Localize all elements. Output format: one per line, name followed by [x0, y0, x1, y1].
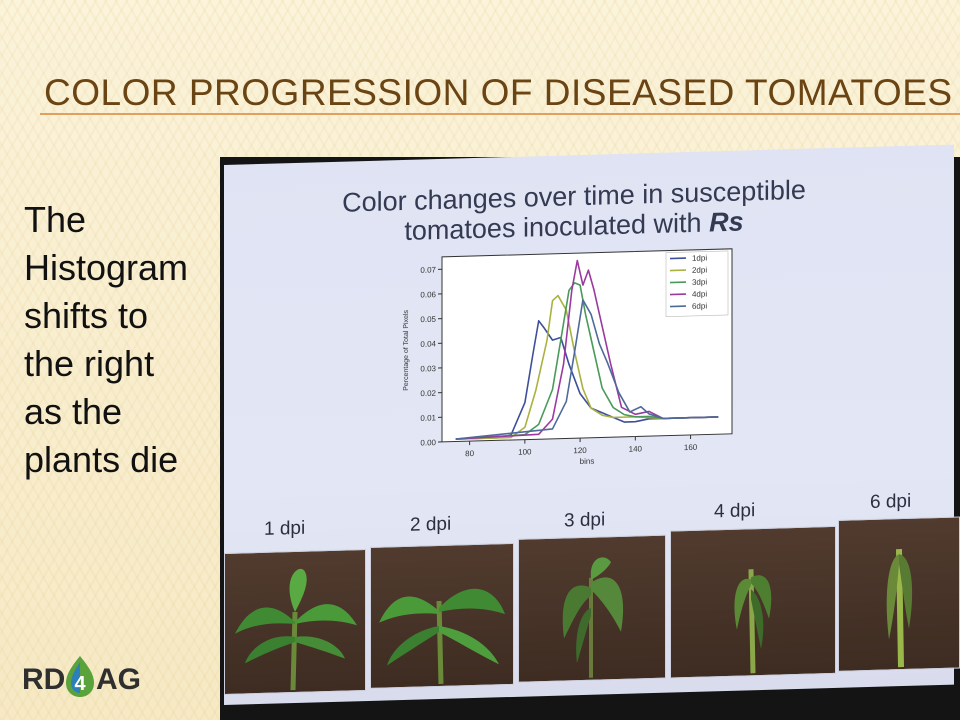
dpi-label: 3 dpi — [564, 509, 606, 532]
legend-label: 6dpi — [692, 302, 707, 311]
projector-photo: Color changes over time in susceptible t… — [220, 144, 960, 720]
legend-label: 3dpi — [692, 278, 707, 287]
logo-text-right: AG — [96, 663, 141, 696]
y-tick-label: 0.04 — [420, 339, 436, 348]
screen-title-italic: Rs — [709, 206, 744, 238]
body-line: Histogram — [24, 247, 189, 288]
x-tick-label: 100 — [518, 447, 532, 456]
body-line: The — [24, 199, 87, 240]
body-line: shifts to — [24, 295, 149, 336]
plant-photo-4dpi — [670, 525, 836, 679]
x-tick-label: 120 — [573, 446, 587, 455]
plant-photo-1dpi — [224, 549, 366, 695]
y-tick-label: 0.07 — [420, 265, 436, 274]
y-axis-label: Percentage of Total Pixels — [403, 309, 410, 390]
x-tick-label: 140 — [629, 444, 643, 453]
histogram-chart: 80 100 120 140 160 0.00 0.01 0.02 0.03 0.04 0.05 0.… — [403, 248, 733, 466]
series-line-1dpi — [455, 320, 719, 440]
y-tick-label: 0.02 — [420, 389, 436, 398]
series-line-6dpi — [455, 299, 719, 440]
y-tick-label: 0.03 — [420, 364, 436, 373]
dpi-label: 4 dpi — [714, 500, 756, 523]
slide-title: COLOR PROGRESSION OF DISEASED TOMATOES — [44, 72, 953, 113]
x-tick-label: 160 — [684, 443, 698, 452]
dpi-label: 1 dpi — [264, 517, 306, 540]
plant-photo-3dpi — [518, 534, 666, 683]
y-tick-label: 0.00 — [420, 438, 436, 447]
projected-screen: Color changes over time in susceptible t… — [224, 144, 960, 705]
y-tick-label: 0.05 — [420, 315, 436, 324]
series-line-3dpi — [455, 282, 719, 440]
body-line: the right — [24, 343, 155, 384]
plant-photo-6dpi — [838, 516, 960, 672]
legend-box — [665, 250, 729, 317]
series-line-4dpi — [455, 259, 719, 440]
body-text: The Histogram shifts to the right as the… — [24, 196, 220, 484]
x-tick-label: 80 — [465, 449, 474, 458]
plot-area — [441, 248, 733, 443]
dpi-labels: 1 dpi 2 dpi 3 dpi 4 dpi 6 dpi — [224, 145, 954, 540]
dpi-label: 2 dpi — [410, 513, 452, 536]
title-divider — [40, 113, 960, 115]
y-tick-label: 0.06 — [420, 290, 436, 299]
body-line: as the — [24, 391, 123, 432]
logo-glyph: 4 — [74, 673, 86, 695]
logo-text-left: RD — [22, 663, 65, 696]
legend-label: 4dpi — [692, 290, 707, 299]
y-tick-label: 0.01 — [420, 413, 436, 422]
plant-photo-2dpi — [370, 542, 514, 689]
legend-label: 2dpi — [692, 266, 707, 275]
legend-label: 1dpi — [692, 254, 707, 263]
body-line: plants die — [24, 439, 179, 480]
rd4ag-logo: RD 4 AG — [22, 656, 141, 697]
screen-title: Color changes over time in susceptible t… — [314, 174, 834, 249]
x-axis-label: bins — [580, 457, 595, 466]
dpi-label: 6 dpi — [870, 490, 912, 513]
